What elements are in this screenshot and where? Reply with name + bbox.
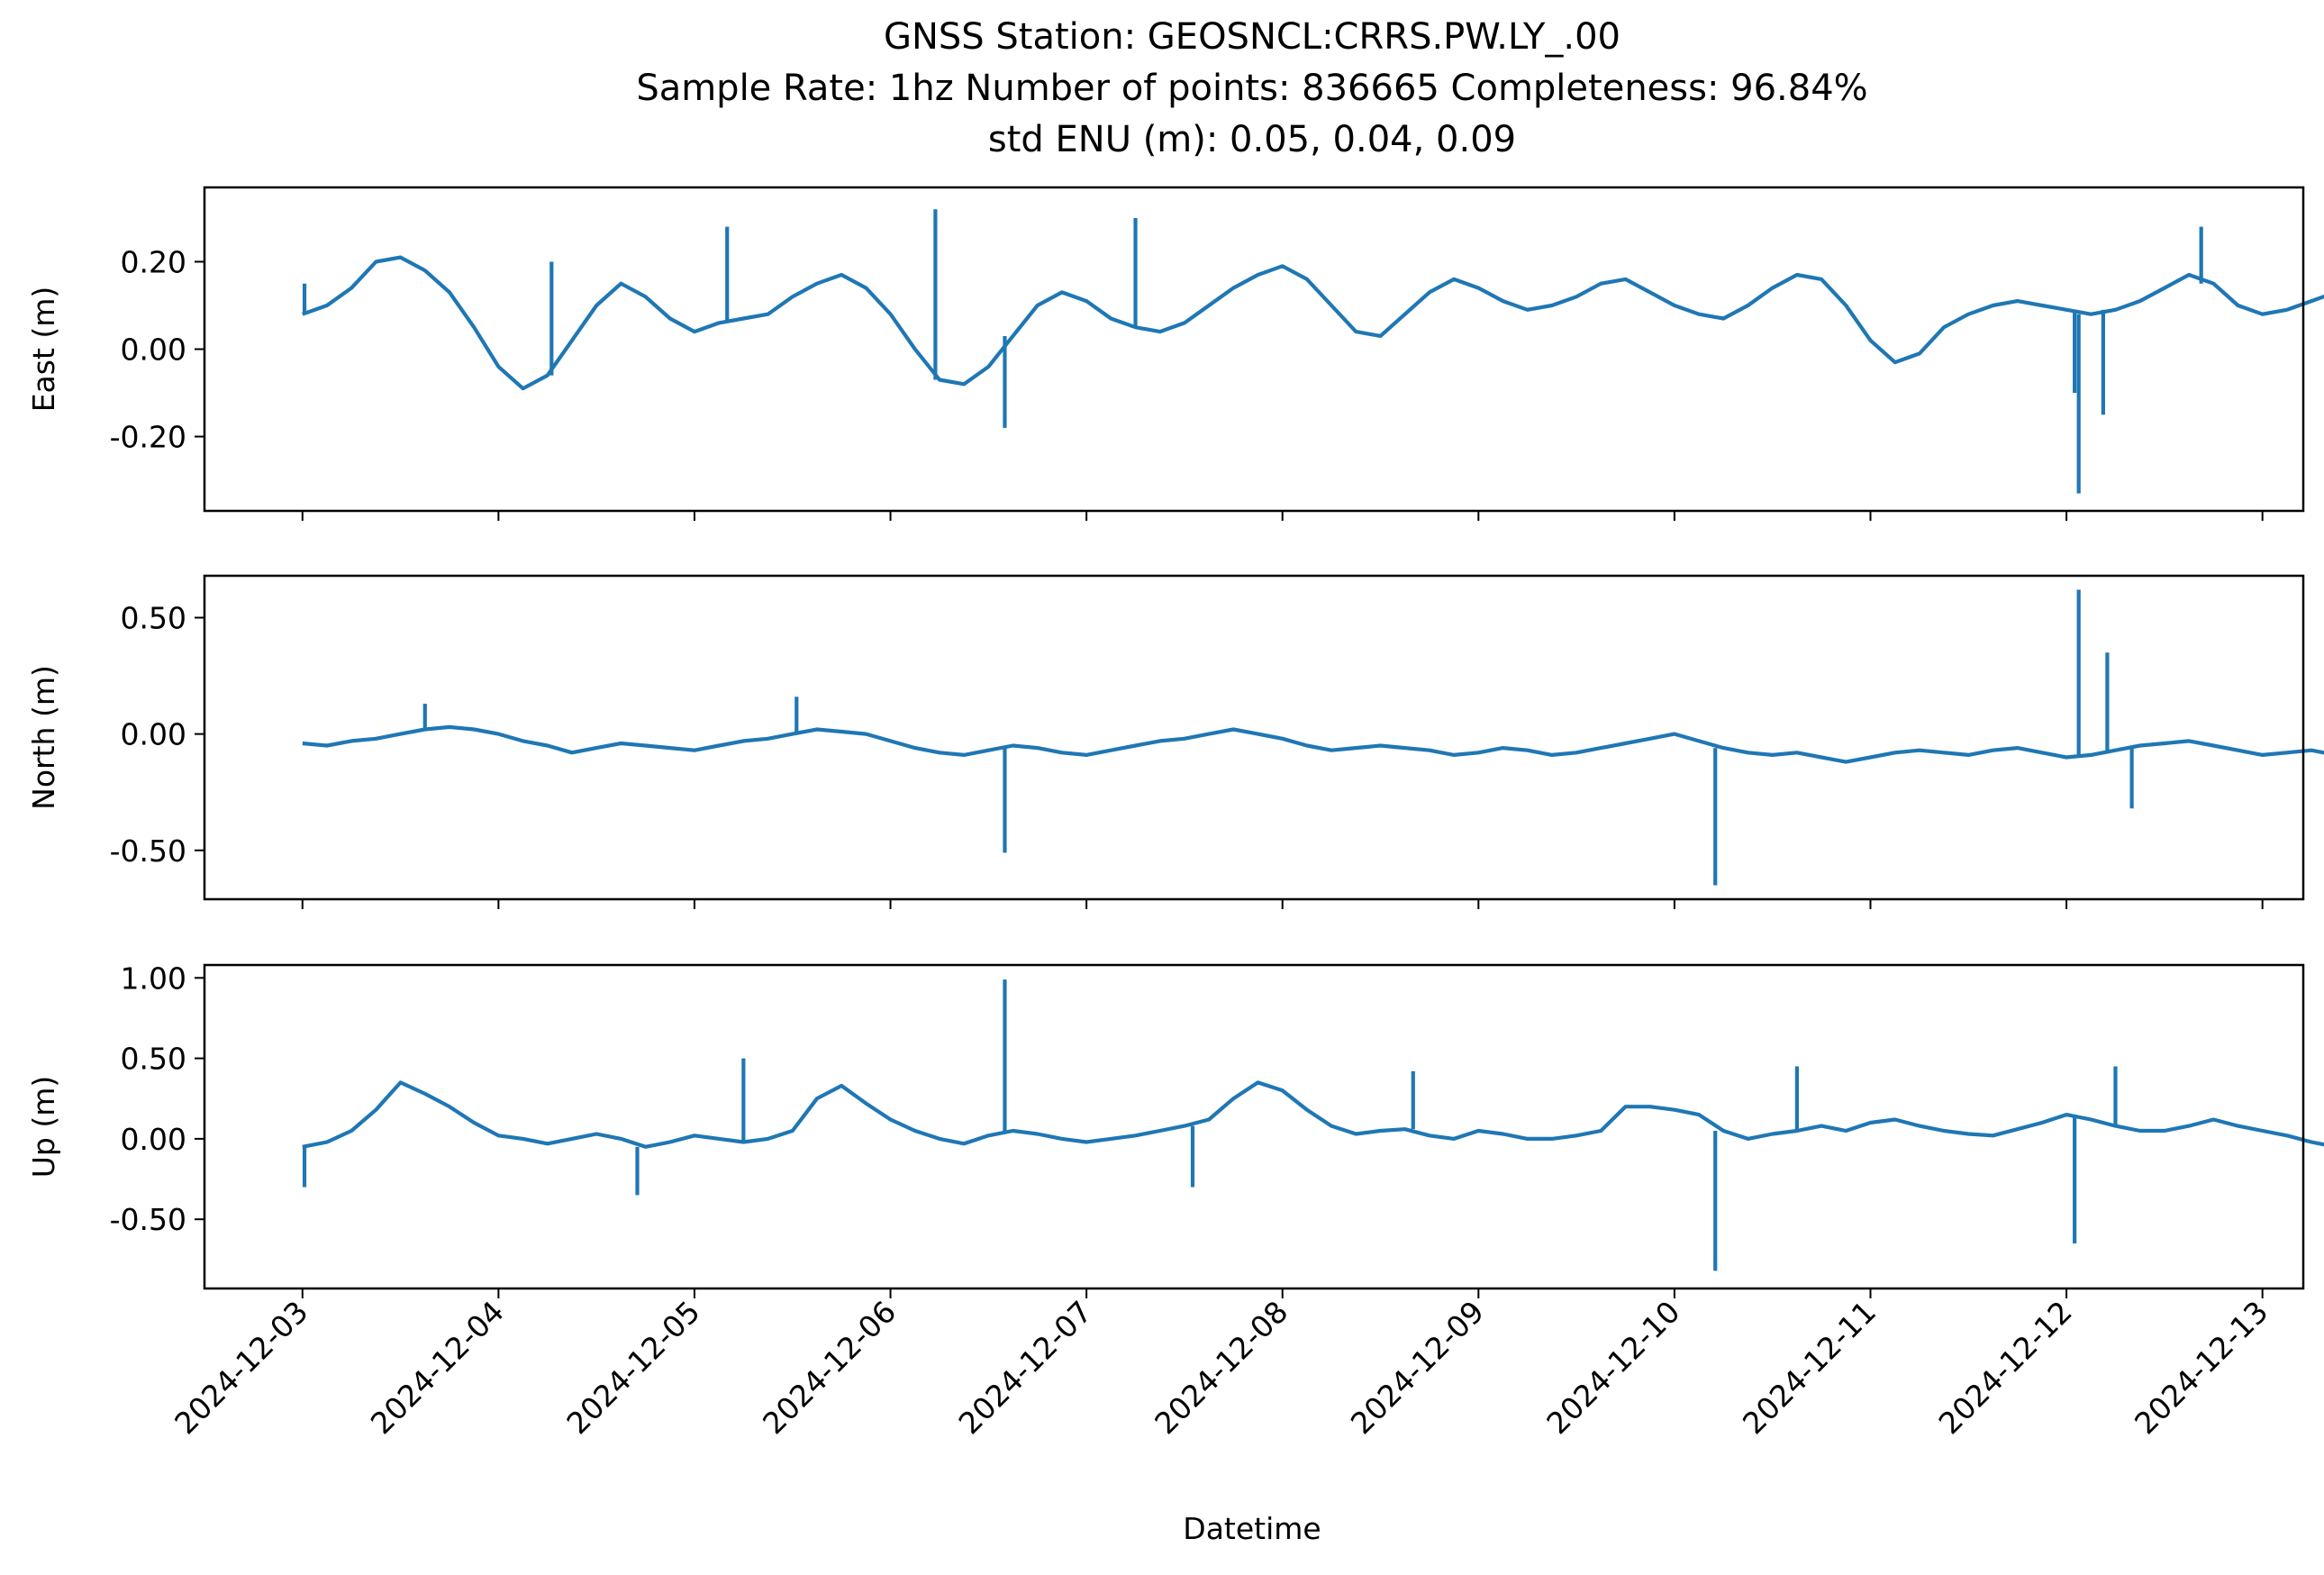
north-series-line	[302, 724, 2324, 764]
north-axes-frame	[203, 574, 2305, 901]
north-y-tick-label: -0.50	[110, 833, 186, 869]
north-panel: -0.50 0.00 0.50 North (m)	[26, 574, 2324, 909]
x-axis-label: Datetime	[1183, 1511, 1321, 1546]
east-y-tick-label: 0.00	[121, 332, 186, 368]
figure-title-line-2: Sample Rate: 1hz Number of points: 83666…	[636, 68, 1867, 109]
north-y-tick-label: 0.50	[121, 600, 186, 635]
figure-title-line-3: std ENU (m): 0.05, 0.04, 0.09	[988, 119, 1516, 160]
figure-title-line-1: GNSS Station: GEOSNCL:CRRS.PW.LY_.00	[884, 16, 1620, 58]
east-series-line	[302, 255, 2324, 391]
up-y-tick-label: 1.00	[121, 960, 186, 996]
up-panel: -0.50 0.00 0.50 1.00 Up (m)	[26, 960, 2324, 1298]
north-y-tick-label: 0.00	[121, 717, 186, 752]
east-y-tick-label: -0.20	[110, 420, 186, 455]
up-y-tick-label: 0.50	[121, 1042, 186, 1077]
east-y-axis-label: East (m)	[26, 287, 61, 413]
up-series-line	[302, 1080, 2324, 1149]
east-y-tick-label: 0.20	[121, 244, 186, 279]
up-axes-frame	[203, 963, 2305, 1290]
up-y-tick-label: -0.50	[110, 1202, 186, 1237]
east-panel: -0.20 0.00 0.20 East (m)	[26, 186, 2324, 521]
up-y-axis-label: Up (m)	[26, 1076, 61, 1179]
north-y-axis-label: North (m)	[26, 665, 61, 810]
up-y-tick-label: 0.00	[121, 1122, 186, 1157]
